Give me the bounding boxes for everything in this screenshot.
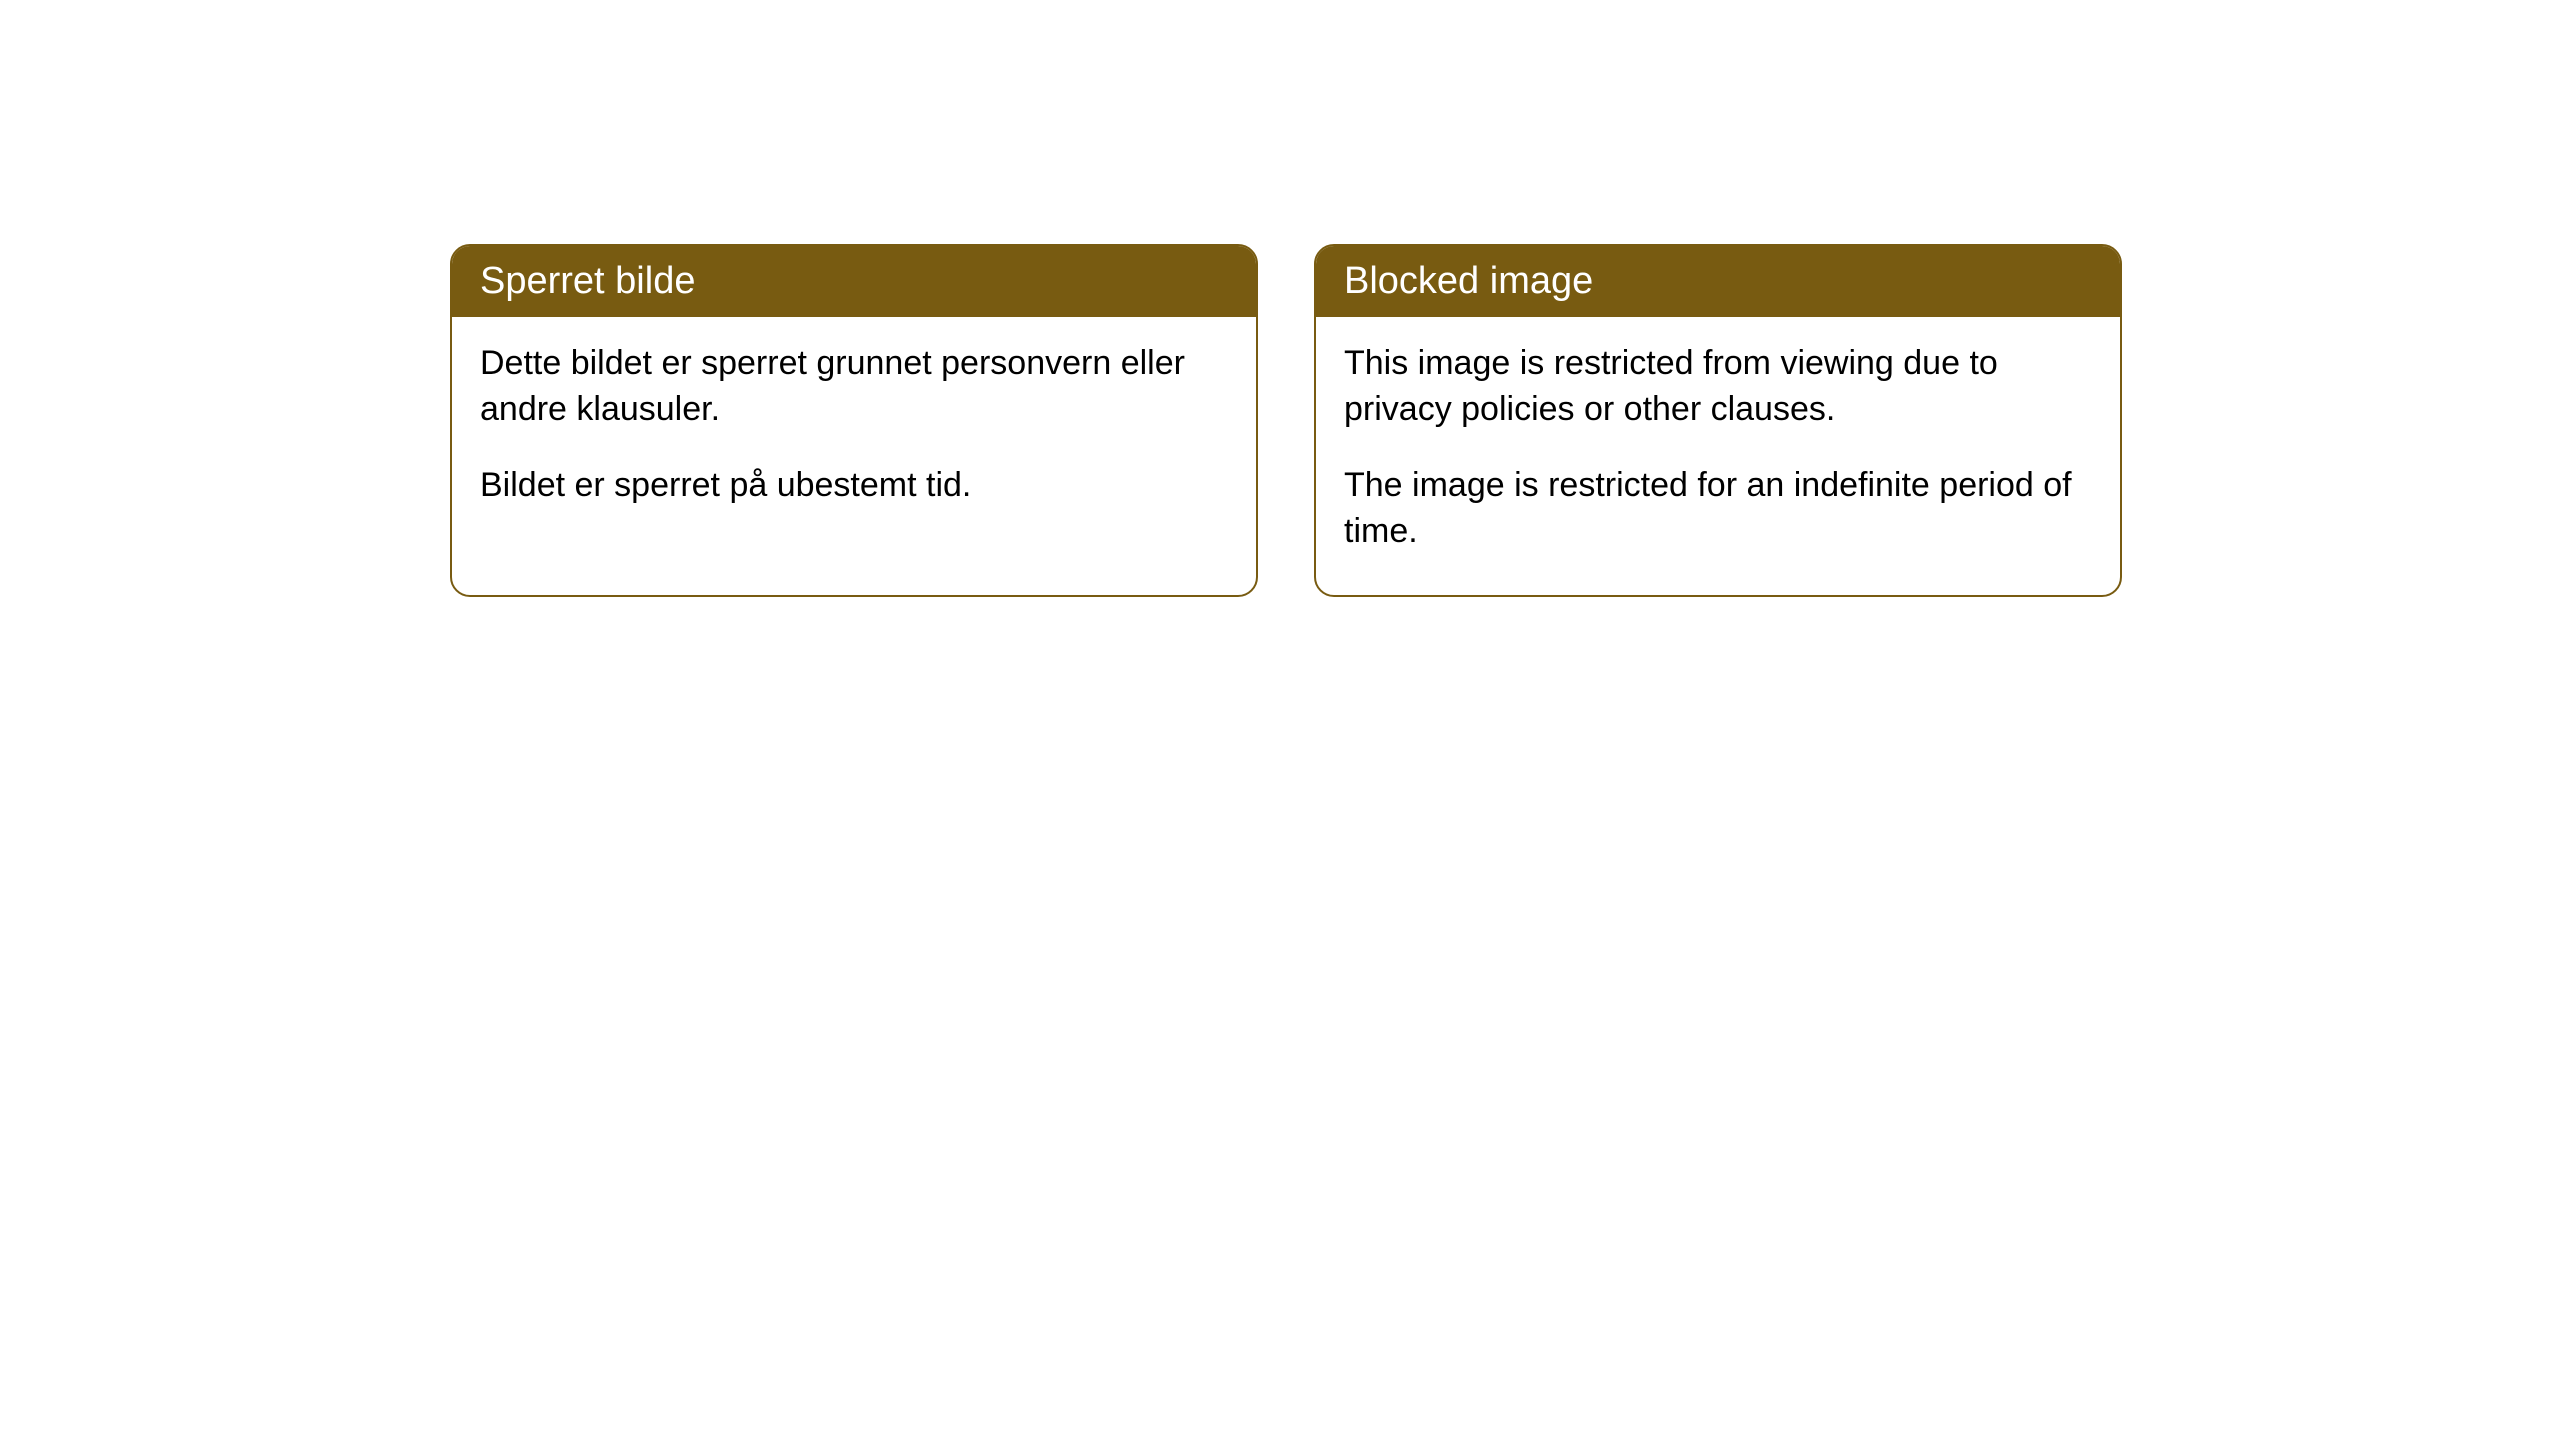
card-title: Blocked image [1344, 260, 1593, 302]
notice-card-english: Blocked image This image is restricted f… [1314, 244, 2122, 597]
notice-cards-container: Sperret bilde Dette bildet er sperret gr… [450, 244, 2560, 597]
card-title: Sperret bilde [480, 260, 695, 302]
card-body-norwegian: Dette bildet er sperret grunnet personve… [452, 317, 1256, 549]
notice-text: This image is restricted from viewing du… [1344, 341, 2092, 433]
notice-text: Dette bildet er sperret grunnet personve… [480, 341, 1228, 433]
card-header-english: Blocked image [1316, 246, 2120, 317]
notice-text: The image is restricted for an indefinit… [1344, 463, 2092, 555]
notice-text: Bildet er sperret på ubestemt tid. [480, 463, 1228, 509]
card-header-norwegian: Sperret bilde [452, 246, 1256, 317]
card-body-english: This image is restricted from viewing du… [1316, 317, 2120, 595]
notice-card-norwegian: Sperret bilde Dette bildet er sperret gr… [450, 244, 1258, 597]
